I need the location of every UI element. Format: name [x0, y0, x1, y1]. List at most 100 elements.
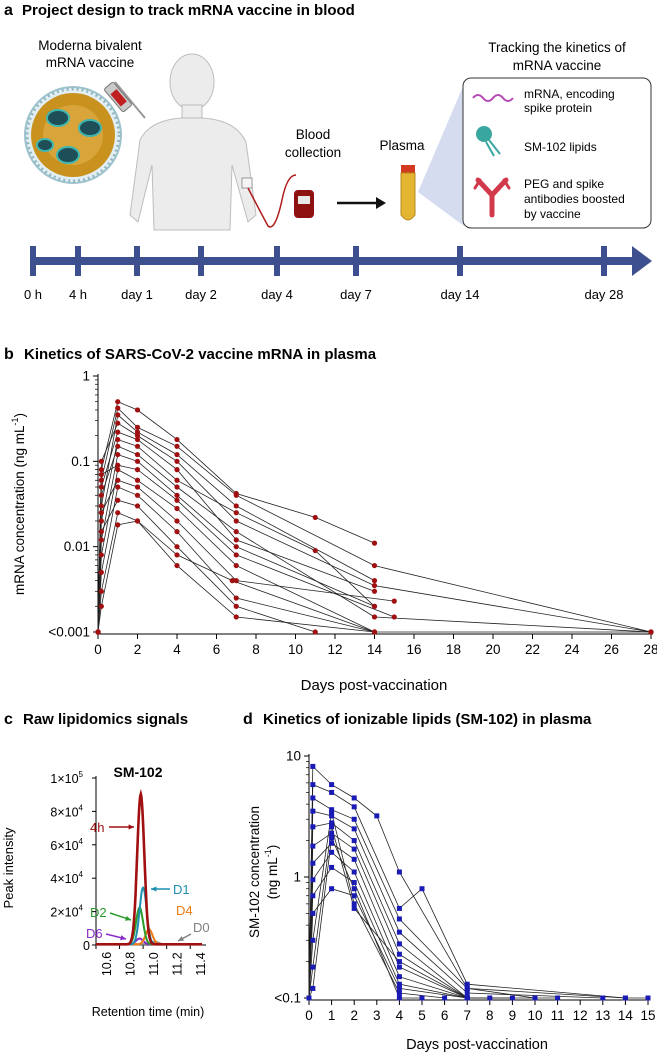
x-tick-label: 13	[595, 1008, 610, 1023]
data-point	[464, 990, 470, 996]
data-point	[98, 529, 104, 535]
panel-c-letter: c	[4, 711, 13, 728]
data-point	[174, 458, 180, 464]
panel-a-title: Project design to track mRNA vaccine in …	[22, 2, 355, 19]
data-point	[351, 893, 357, 899]
data-point	[396, 869, 402, 875]
data-point	[310, 763, 316, 769]
x-tick-label: 15	[640, 1008, 655, 1023]
x-tick-label: 0	[94, 642, 102, 657]
series-line	[97, 468, 651, 633]
trace-arrowhead-d1	[151, 886, 157, 892]
x-tick-label: 1	[328, 1008, 336, 1023]
data-point	[371, 588, 378, 594]
data-point	[174, 562, 180, 569]
data-point	[419, 995, 425, 1001]
trace-arrowhead-d2	[125, 915, 131, 921]
x-tick-label: 18	[446, 642, 461, 657]
y-tick-label: 2×104	[50, 904, 83, 920]
series-line	[97, 407, 652, 633]
lipid-nanoparticle-icon	[24, 86, 122, 184]
data-point	[351, 838, 357, 844]
data-point	[233, 562, 239, 569]
legend-peg-line2: antibodies boosted	[524, 192, 625, 206]
timeline-tick-label: day 14	[440, 287, 479, 302]
panel-c-title: Raw lipidomics signals	[23, 711, 188, 728]
trace-label-4h: 4h	[90, 820, 104, 835]
data-point	[233, 492, 239, 498]
data-point	[98, 603, 104, 609]
data-point	[134, 424, 141, 430]
data-point	[310, 782, 316, 788]
data-point	[229, 578, 235, 584]
data-point	[174, 436, 180, 443]
data-point	[233, 595, 239, 601]
x-tick-label: 14	[618, 1008, 634, 1023]
x-tick-label: 11.0	[147, 952, 161, 975]
syringe-icon	[104, 81, 146, 119]
data-point	[396, 995, 402, 1001]
legend-mrna-line2: spike protein	[524, 101, 592, 115]
data-point	[371, 614, 378, 620]
data-point	[396, 990, 402, 996]
trace-arrowhead-4h	[128, 824, 134, 830]
y-tick-label: 1	[293, 870, 301, 885]
data-point	[233, 503, 239, 509]
data-point	[98, 471, 104, 478]
data-point	[98, 503, 104, 509]
trace-arrowhead-d6	[120, 935, 126, 941]
data-point	[115, 510, 121, 516]
data-point	[312, 629, 318, 635]
legend-lipid: SM-102 lipids	[524, 140, 597, 154]
data-point	[95, 629, 101, 635]
data-point	[233, 544, 239, 550]
timeline-tick	[274, 246, 280, 276]
panel-d-title: Kinetics of ionizable lipids (SM-102) in…	[263, 711, 592, 728]
y-tick-label: 0	[83, 939, 90, 953]
x-tick-label: 8	[252, 642, 260, 657]
data-point	[622, 995, 628, 1001]
series-line	[308, 851, 468, 999]
data-point	[310, 910, 316, 916]
data-point	[310, 843, 316, 849]
data-point	[306, 995, 312, 1001]
data-point	[329, 824, 335, 830]
tracking-title-line1: Tracking the kinetics of	[488, 40, 626, 55]
data-point	[233, 529, 239, 535]
timeline-tick-label: day 7	[340, 287, 372, 302]
x-tick-label: 8	[486, 1008, 494, 1023]
timeline-tick	[601, 246, 607, 276]
x-tick-label: 12	[573, 1008, 588, 1023]
data-point	[115, 451, 121, 458]
data-point	[233, 510, 239, 516]
data-point	[645, 995, 651, 1001]
x-tick-label: 24	[564, 642, 580, 657]
data-point	[351, 869, 357, 875]
series-line	[97, 422, 652, 633]
x-tick-label: 6	[213, 642, 221, 657]
trace-label-d4: D4	[176, 903, 193, 918]
data-point	[371, 603, 378, 609]
x-tick-label: 2	[350, 1008, 358, 1023]
x-tick-label: 3	[373, 1008, 381, 1023]
timeline-tick	[198, 246, 204, 276]
vaccine-label-line2: mRNA vaccine	[46, 55, 135, 70]
data-point	[174, 497, 180, 503]
data-point	[98, 569, 104, 575]
data-point	[555, 995, 561, 1001]
series-line	[308, 842, 513, 999]
data-point	[310, 860, 316, 866]
panel-b-ylabel: mRNA concentration (ng mL-1)	[10, 413, 27, 595]
series-line	[308, 784, 626, 999]
data-point	[174, 552, 180, 558]
panel-c-ylabel: Peak intensity	[1, 827, 16, 908]
data-point	[115, 405, 121, 411]
panel-a: a Project design to track mRNA vaccine i…	[4, 2, 652, 302]
data-point	[174, 529, 180, 535]
vaccine-label-line1: Moderna bivalent	[38, 38, 142, 53]
x-tick-label: 28	[643, 642, 657, 657]
x-tick-label: 5	[418, 1008, 426, 1023]
panel-c-plot: 1×105 8×104 6×104 4×104 2×104 0 10.6 10.8 11.0 11…	[50, 770, 209, 976]
